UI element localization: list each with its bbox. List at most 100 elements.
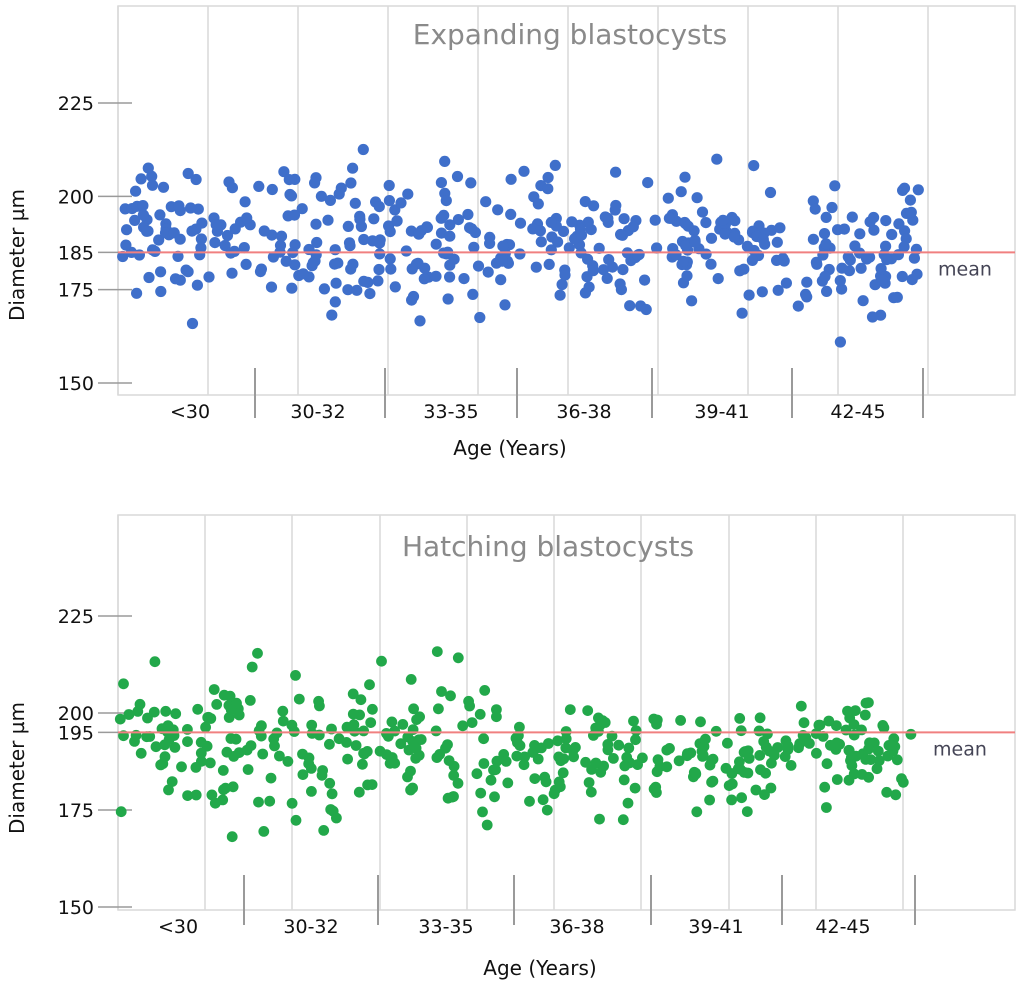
data-point (310, 218, 322, 230)
data-point (690, 767, 701, 779)
data-point (324, 194, 336, 206)
data-point (772, 284, 784, 296)
data-point (593, 242, 605, 254)
data-point (719, 228, 731, 240)
data-point (253, 725, 265, 737)
data-point (430, 725, 442, 737)
data-point (842, 705, 853, 717)
data-point (154, 209, 166, 221)
data-point (137, 209, 149, 221)
data-point (524, 795, 535, 807)
data-point (471, 768, 483, 780)
data-point (361, 746, 373, 757)
data-point (811, 747, 822, 759)
data-point (570, 742, 581, 753)
data-point (468, 241, 480, 253)
data-point (754, 750, 766, 761)
data-point (418, 273, 430, 285)
data-point (435, 212, 447, 224)
data-point (253, 180, 265, 192)
data-point (514, 217, 527, 229)
data-point (452, 652, 464, 664)
data-point (782, 740, 794, 752)
data-point (758, 736, 770, 747)
data-point (599, 717, 611, 728)
data-point (499, 299, 511, 311)
data-point (722, 737, 733, 749)
data-point (278, 166, 290, 178)
data-point (834, 336, 847, 348)
data-point (598, 760, 609, 772)
data-point (208, 684, 220, 695)
data-point (246, 661, 258, 673)
data-point (367, 703, 378, 715)
data-point (467, 288, 479, 300)
data-point (325, 804, 337, 815)
data-point (265, 281, 278, 293)
data-point (651, 766, 663, 778)
data-point (457, 720, 469, 732)
data-point (807, 233, 820, 245)
data-point (257, 748, 269, 760)
data-point (615, 228, 627, 241)
data-point (610, 166, 622, 178)
data-point (433, 703, 444, 715)
data-point (389, 757, 401, 769)
data-point (880, 240, 892, 252)
data-point (673, 755, 685, 767)
x-category-label: <30 (158, 916, 198, 938)
data-point (445, 690, 456, 702)
data-point (532, 198, 544, 210)
data-point (436, 686, 447, 697)
data-point (549, 159, 561, 171)
data-point (290, 814, 302, 826)
data-point (155, 759, 167, 771)
data-point (358, 275, 370, 287)
data-point (155, 285, 167, 298)
data-point (431, 646, 443, 657)
data-point (877, 720, 889, 731)
data-point (472, 260, 485, 272)
data-point (322, 214, 334, 226)
y-tick-label: 185 (58, 242, 94, 264)
data-point (264, 795, 276, 807)
data-point (511, 750, 523, 762)
data-point (585, 786, 597, 798)
data-point (764, 186, 777, 199)
x-category-label: 33-35 (418, 916, 473, 938)
data-point (829, 180, 841, 192)
data-point (663, 212, 676, 224)
data-point (661, 761, 673, 773)
data-point (351, 284, 363, 296)
data-point (843, 774, 855, 786)
data-point (836, 262, 848, 274)
data-point (306, 786, 317, 797)
data-point (707, 775, 719, 787)
data-point (741, 806, 753, 817)
data-point (541, 804, 553, 816)
data-point (856, 769, 868, 780)
data-point (163, 784, 174, 796)
data-point (707, 753, 719, 765)
data-point (407, 736, 419, 747)
data-point (355, 694, 367, 706)
data-point (303, 243, 315, 256)
mean-label: mean (938, 258, 992, 280)
x-category-label: 30-32 (283, 916, 338, 938)
data-point (682, 220, 694, 232)
data-point (286, 282, 298, 294)
data-point (599, 211, 611, 223)
data-point (545, 216, 557, 228)
data-point (383, 220, 395, 232)
data-point (408, 703, 419, 715)
data-point (342, 753, 353, 765)
data-point (209, 237, 221, 249)
data-point (623, 742, 635, 754)
data-point (121, 224, 133, 236)
mean-label: mean (933, 738, 987, 760)
data-point (147, 244, 159, 256)
data-point (372, 275, 384, 287)
data-point (225, 733, 237, 744)
data-point (465, 177, 477, 189)
data-point (608, 753, 619, 764)
